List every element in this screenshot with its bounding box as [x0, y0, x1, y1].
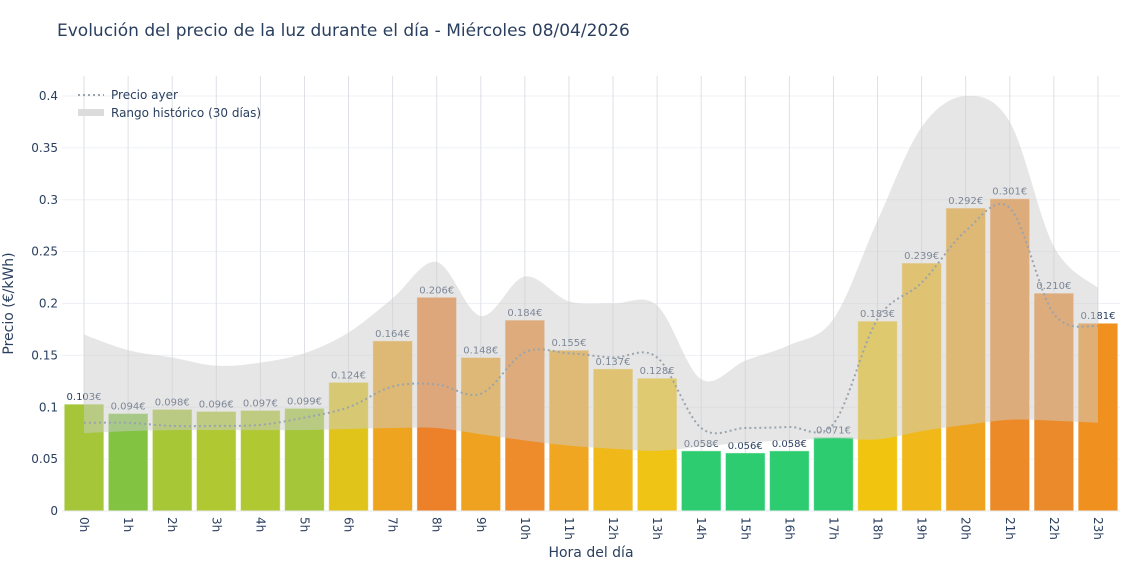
- x-tick-label: 3h: [209, 517, 223, 532]
- legend: Precio ayer Rango histórico (30 días): [78, 88, 261, 120]
- x-tick-label: 12h: [606, 517, 620, 540]
- x-tick-label: 5h: [297, 517, 311, 532]
- bar: [769, 450, 810, 512]
- x-tick-label: 21h: [1003, 517, 1017, 540]
- legend-label: Precio ayer: [111, 88, 178, 102]
- x-tick-label: 7h: [386, 517, 400, 532]
- chart-title: Evolución del precio de la luz durante e…: [57, 21, 630, 41]
- x-tick-label: 20h: [959, 517, 973, 540]
- x-tick-label: 8h: [430, 517, 444, 532]
- x-tick-label: 11h: [562, 517, 576, 540]
- x-tick-label: 4h: [253, 517, 267, 532]
- x-tick-label: 23h: [1091, 517, 1105, 540]
- y-tick-label: 0.05: [31, 452, 58, 466]
- yesterday-price-line: [84, 202, 1099, 435]
- bar-value-label: 0.058€: [772, 439, 807, 450]
- legend-label: Rango histórico (30 días): [111, 106, 261, 120]
- x-tick-label: 16h: [782, 517, 796, 540]
- x-tick-label: 1h: [121, 517, 135, 532]
- x-tick-label: 19h: [915, 517, 929, 540]
- x-tick-label: 13h: [650, 517, 664, 540]
- y-tick-label: 0.3: [39, 193, 58, 207]
- x-tick-label: 10h: [518, 517, 532, 540]
- bar: [724, 452, 766, 512]
- y-tick-label: 0.2: [39, 297, 58, 311]
- x-tick-label: 9h: [474, 517, 488, 532]
- x-tick-label: 15h: [738, 517, 752, 540]
- historical-range-band: [84, 95, 1098, 451]
- y-tick-label: 0.15: [31, 348, 58, 362]
- x-tick-label: 14h: [694, 517, 708, 540]
- x-tick-label: 18h: [871, 517, 885, 540]
- x-tick-label: 2h: [165, 517, 179, 532]
- legend-swatch-band: [78, 109, 104, 116]
- y-tick-label: 0.35: [31, 141, 58, 155]
- x-tick-label: 17h: [826, 517, 840, 540]
- x-tick-label: 0h: [77, 517, 91, 532]
- x-axis-title: Hora del día: [548, 545, 633, 561]
- x-tick-label: 6h: [342, 517, 356, 532]
- x-tick-label: 22h: [1047, 517, 1061, 540]
- y-tick-label: 0: [50, 504, 58, 518]
- y-tick-label: 0.25: [31, 245, 58, 259]
- y-tick-label: 0.4: [39, 89, 58, 103]
- bar-value-label: 0.056€: [728, 441, 763, 452]
- bar: [813, 436, 854, 512]
- y-tick-label: 0.1: [39, 400, 58, 414]
- y-axis-title: Precio (€/kWh): [1, 252, 17, 354]
- bar: [680, 450, 722, 512]
